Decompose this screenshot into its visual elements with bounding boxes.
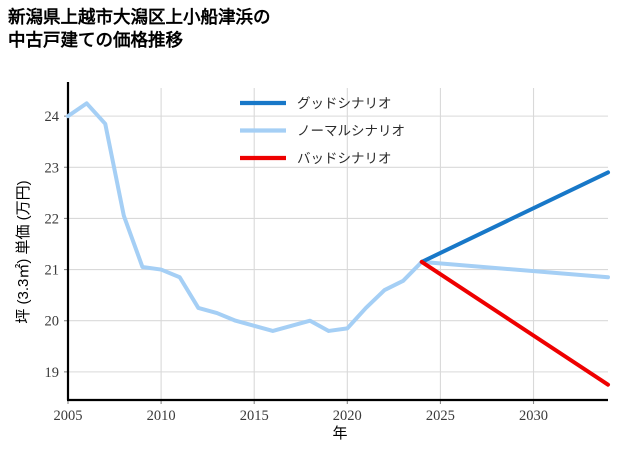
legend-label: グッドシナリオ bbox=[297, 96, 392, 111]
series-line-good bbox=[419, 170, 610, 264]
y-tick-label: 23 bbox=[45, 160, 60, 176]
x-axis-title: 年 bbox=[332, 425, 347, 442]
x-tick-label: 2005 bbox=[54, 408, 83, 424]
y-tick-label: 21 bbox=[45, 263, 60, 279]
legend-label: ノーマルシナリオ bbox=[297, 124, 405, 139]
data-series-group bbox=[66, 101, 610, 387]
y-tick-label: 20 bbox=[45, 314, 60, 330]
chart-title: 新潟県上越市大潟区上小船津浜の 中古戸建ての価格推移 bbox=[8, 7, 271, 51]
y-tick-label: 24 bbox=[45, 109, 60, 125]
y-axis-title: 坪 (3.3㎡) 単価 (万円) bbox=[15, 180, 32, 323]
x-tick-label: 2015 bbox=[240, 408, 269, 424]
axis-spines bbox=[66, 82, 608, 402]
x-tick-label: 2020 bbox=[333, 408, 362, 424]
y-axis-tick-labels: 19 20 21 22 23 24 bbox=[45, 109, 60, 381]
x-tick-label: 2030 bbox=[519, 408, 548, 424]
x-tick-label: 2010 bbox=[147, 408, 176, 424]
legend-label: バッドシナリオ bbox=[297, 151, 392, 166]
x-tick-label: 2025 bbox=[426, 408, 455, 424]
y-tick-label: 19 bbox=[45, 365, 60, 381]
x-axis-tick-labels: 2005 2010 2015 2020 2025 2030 bbox=[54, 408, 549, 424]
y-tick-label: 22 bbox=[45, 211, 60, 227]
series-line-normal bbox=[66, 101, 610, 333]
series-line-bad bbox=[419, 259, 610, 387]
